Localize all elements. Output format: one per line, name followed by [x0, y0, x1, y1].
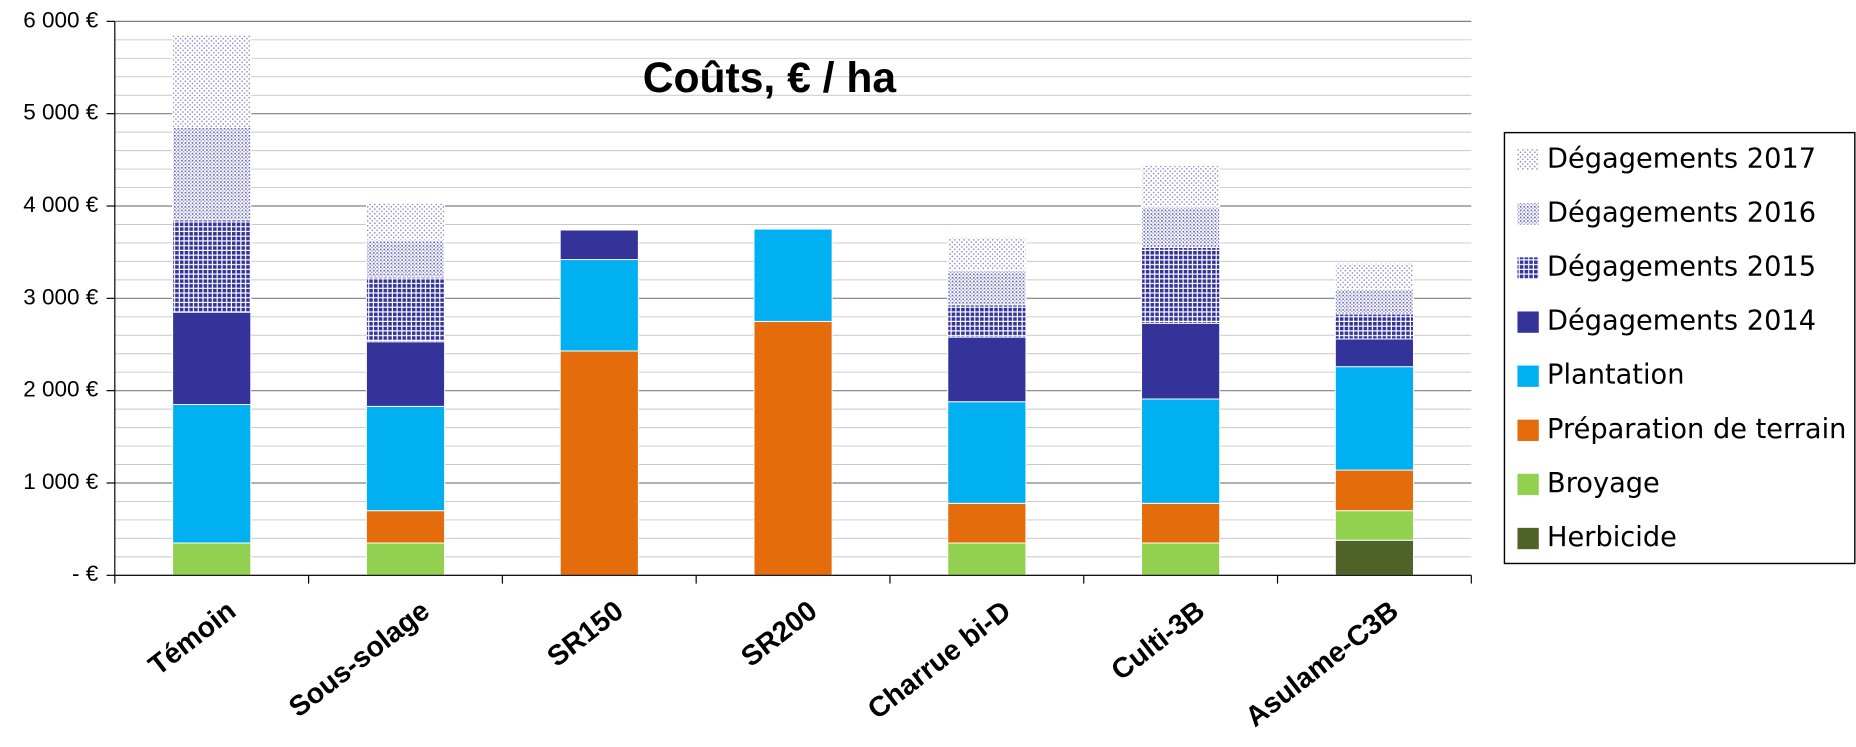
x-tick-label: Asulame-C3B	[1239, 595, 1404, 734]
y-tick-label: - €	[72, 561, 99, 586]
bar-segment	[753, 320, 833, 576]
bar-segment	[947, 401, 1027, 504]
bar-segment	[1334, 366, 1414, 471]
legend-label: Plantation	[1547, 360, 1684, 391]
bar-segment	[947, 304, 1027, 338]
bar-segment	[1334, 262, 1414, 290]
bar-segment	[365, 239, 446, 278]
legend-swatch	[1517, 473, 1539, 496]
legend-swatch	[1517, 203, 1539, 225]
bar-segment	[947, 542, 1027, 576]
bar-segment	[172, 404, 252, 544]
bar-segment	[172, 542, 252, 576]
legend-label: Dégagements 2016	[1547, 197, 1816, 228]
y-tick-label: 6 000 €	[23, 7, 98, 32]
bar-segment	[753, 228, 833, 322]
bar-segment	[172, 34, 252, 129]
bar-segment	[1334, 469, 1414, 512]
bar-segment	[947, 502, 1027, 544]
legend-label: Dégagements 2014	[1547, 306, 1816, 337]
bar-segment	[1141, 502, 1221, 544]
bar-segment	[1334, 539, 1414, 576]
legend-swatch	[1517, 149, 1539, 171]
bar-segment	[1334, 338, 1414, 368]
bar-segment	[947, 336, 1027, 403]
bar-segment	[1141, 206, 1221, 249]
legend-swatch	[1517, 257, 1539, 279]
y-tick-label: 4 000 €	[23, 192, 98, 217]
bar-segment	[947, 270, 1027, 306]
bar-segment	[1334, 288, 1414, 315]
bar-segment	[1141, 164, 1221, 208]
bar-segment	[559, 350, 639, 576]
legend-swatch	[1517, 527, 1539, 550]
bar-segment	[1334, 313, 1414, 340]
x-tick-label: Témoin	[143, 595, 242, 682]
bar-segment	[559, 229, 639, 261]
x-tick-label: Sous-solage	[283, 595, 436, 724]
bar-segment	[172, 311, 252, 405]
bar-segment	[365, 276, 446, 343]
bar-segment	[1141, 247, 1221, 324]
bar-segment	[947, 236, 1027, 272]
y-tick-label: 3 000 €	[23, 284, 98, 309]
x-tick-label: SR200	[735, 595, 823, 674]
bar-segment	[172, 127, 252, 221]
bar-segment	[1141, 398, 1221, 504]
legend-box	[1503, 131, 1856, 565]
chart-title: Coûts, € / ha	[643, 54, 897, 102]
bar-segment	[365, 510, 446, 544]
legend-swatch	[1517, 311, 1539, 333]
bar-segment	[172, 219, 252, 313]
y-tick-label: 2 000 €	[23, 377, 98, 402]
bar-segment	[365, 405, 446, 512]
bar-segment	[1141, 542, 1221, 576]
y-tick-label: 1 000 €	[23, 469, 98, 494]
bar-segment	[365, 341, 446, 407]
legend-label: Préparation de terrain	[1547, 414, 1846, 445]
legend-label: Herbicide	[1547, 522, 1677, 553]
y-tick-label: 5 000 €	[23, 100, 98, 125]
bar-segment	[365, 542, 446, 576]
bar-segment	[559, 259, 639, 352]
bar-segment	[1334, 510, 1414, 541]
x-tick-label: Charrue bi-D	[862, 595, 1017, 726]
x-tick-label: SR150	[541, 595, 629, 674]
legend-label: Dégagements 2017	[1547, 143, 1816, 174]
legend-label: Broyage	[1547, 468, 1660, 499]
legend-swatch	[1517, 365, 1539, 387]
bar-segment	[365, 202, 446, 241]
bar-segment	[1141, 322, 1221, 400]
x-tick-label: Culti-3B	[1105, 595, 1210, 687]
legend-swatch	[1517, 419, 1539, 441]
legend-label: Dégagements 2015	[1547, 252, 1816, 283]
